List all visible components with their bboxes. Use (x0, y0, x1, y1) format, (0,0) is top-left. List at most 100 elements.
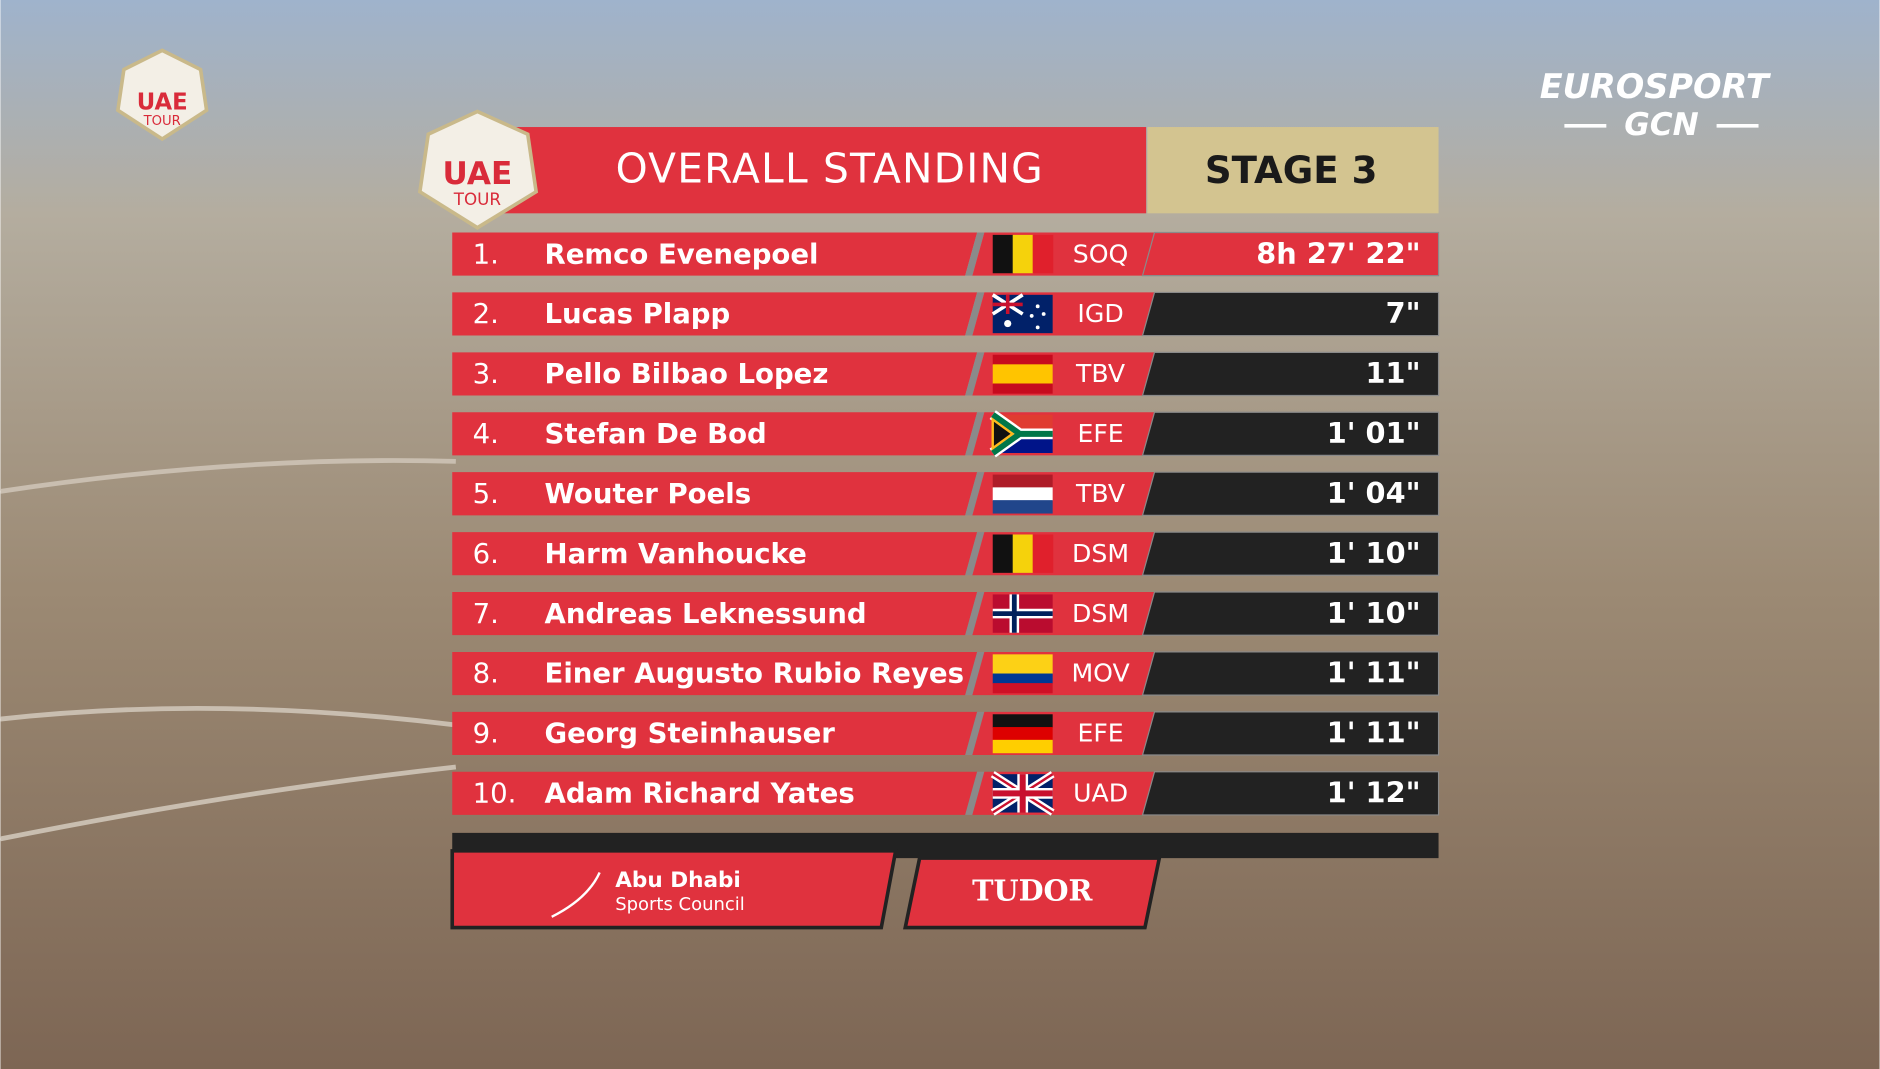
sponsor-box (450, 849, 898, 930)
header-logo-text: TOUR (453, 189, 502, 209)
small-logo (115, 48, 209, 142)
time-gap: 1' 12" (1327, 776, 1421, 810)
small-logo-text: UAE (137, 90, 188, 116)
flag-part (1029, 313, 1034, 318)
team-code: TBV (1075, 359, 1125, 388)
name-cell (452, 232, 978, 276)
flag-part (992, 534, 1014, 573)
rank: 8. (473, 658, 499, 690)
flag-part (992, 714, 1053, 728)
rider-name: Harm Vanhoucke (545, 538, 807, 570)
separator (965, 532, 985, 576)
title: OVERALL STANDING (616, 144, 1044, 192)
separator (965, 472, 985, 516)
flag-part (992, 739, 1053, 754)
flag-part (992, 234, 1014, 274)
flag-part (992, 500, 1053, 514)
rider-name: Pello Bilbao Lopez (545, 358, 829, 390)
flag (992, 354, 1053, 394)
time-gap: 1' 10" (1327, 596, 1421, 630)
time-cell (1141, 231, 1440, 277)
rider-name: Georg Steinhauser (545, 718, 836, 750)
time-gap: 8h 27' 22" (1256, 236, 1420, 270)
time-cell (1141, 471, 1440, 516)
sponsor-text: Abu Dhabi (615, 868, 741, 893)
small-logo-text: TOUR (143, 114, 181, 129)
broadcaster-name: EUROSPORT (1540, 67, 1772, 106)
flag-part (992, 774, 1053, 813)
time-cell (1141, 531, 1440, 576)
rank: 9. (473, 718, 499, 750)
flag-part (992, 654, 1053, 675)
time-gap: 1' 11" (1327, 716, 1421, 750)
flag (992, 594, 1053, 633)
separator (965, 771, 985, 815)
flag-part (990, 412, 1053, 456)
team-code: EFE (1077, 419, 1123, 448)
flag-part (992, 487, 1053, 501)
header-logo-text: UAE (443, 156, 513, 192)
time-gap: 11" (1366, 356, 1421, 390)
flag-part (992, 364, 1053, 385)
rank: 3. (473, 358, 499, 390)
rank: 4. (473, 418, 499, 450)
header-bar (455, 127, 1147, 214)
flag (992, 714, 1053, 754)
name-cell (452, 292, 978, 336)
time-gap: 7" (1386, 296, 1421, 330)
name-cell (452, 532, 978, 576)
rider-name: Remco Evenepoel (545, 238, 819, 270)
header-logo (417, 109, 539, 230)
sponsor-text: Sports Council (615, 894, 745, 915)
flag-part (992, 683, 1053, 694)
flag-part (992, 354, 1053, 365)
rank: 5. (473, 478, 499, 510)
flag (991, 293, 1053, 334)
team-code: TBV (1075, 479, 1125, 508)
flag-part (1035, 304, 1040, 309)
sponsor-text: TUDOR (972, 873, 1093, 907)
rank: 10. (473, 778, 517, 810)
name-cell (452, 412, 978, 456)
team-code: MOV (1071, 659, 1129, 688)
separator (965, 292, 985, 336)
rank: 7. (473, 598, 499, 630)
flag-part (1032, 234, 1054, 274)
flag (992, 234, 1054, 274)
time-gap: 1' 04" (1327, 476, 1421, 510)
time-gap: 1' 10" (1327, 536, 1421, 570)
flag-part (1032, 534, 1054, 573)
separator (965, 232, 985, 276)
flag-part (992, 294, 1023, 314)
flag-part (1004, 319, 1012, 328)
team-code: UAD (1073, 779, 1128, 808)
broadcaster-sub: GCN (1624, 107, 1698, 143)
sponsor-box (903, 856, 1162, 930)
road (0, 458, 457, 842)
flag-part (1012, 234, 1034, 274)
standings-table: 1. Remco Evenepoel SOQ 8h 27' 22" 2. Lucas Pl… (452, 231, 1440, 816)
flag-part (992, 383, 1053, 394)
separator (965, 711, 985, 756)
flag-part (992, 727, 1053, 741)
name-cell (452, 472, 978, 516)
flag-part (992, 594, 1053, 633)
rank: 6. (473, 538, 499, 570)
time-cell (1141, 771, 1440, 816)
time-cell (1141, 711, 1440, 756)
separator (965, 651, 985, 696)
flag (989, 410, 1053, 458)
team-code: IGD (1077, 299, 1123, 328)
stage-label: STAGE 3 (1205, 149, 1378, 192)
separator (965, 412, 985, 456)
flag (992, 474, 1053, 514)
flag (990, 771, 1055, 816)
flag (992, 654, 1053, 694)
rider-name: Stefan De Bod (545, 418, 767, 450)
flag-part (992, 474, 1053, 488)
stage-box (1147, 127, 1439, 214)
flag-part (992, 673, 1053, 684)
time-cell (1141, 351, 1440, 397)
sponsor-icon (551, 871, 601, 918)
